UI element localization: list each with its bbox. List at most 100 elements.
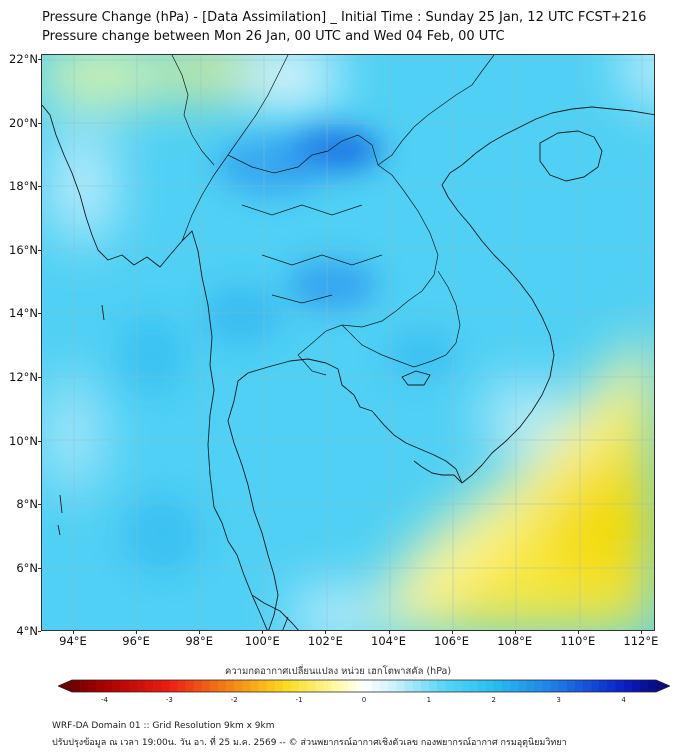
colorbar-segment <box>477 680 486 692</box>
borders <box>171 55 495 376</box>
colorbar-segment <box>96 680 105 692</box>
colorbar-segment <box>161 680 170 692</box>
graticule <box>42 55 654 630</box>
negative-change-regions <box>42 55 654 630</box>
lon-tick <box>199 631 201 634</box>
colorbar-segment <box>242 680 251 692</box>
colorbar-segment <box>396 680 405 692</box>
colorbar-segment <box>364 680 373 692</box>
colorbar-segment <box>128 680 138 692</box>
lat-label: 22°N <box>9 52 38 66</box>
colorbar-segment <box>88 680 97 692</box>
colorbar-segment <box>437 680 446 692</box>
colorbar-segment <box>388 680 397 692</box>
lon-label: 94°E <box>59 634 87 648</box>
colorbar-segment <box>112 680 121 692</box>
lat-tick <box>38 122 41 124</box>
positive-change-cores <box>117 128 457 575</box>
lat-tick <box>38 377 41 378</box>
colorbar-segment <box>331 680 340 692</box>
lat-tick <box>38 313 41 315</box>
footer-model-info: WRF-DA Domain 01 :: Grid Resolution 9km … <box>52 721 275 731</box>
lat-label: 20°N <box>9 115 38 130</box>
colorbar-segment <box>461 680 470 692</box>
lon-label: 104°E <box>371 634 406 648</box>
colorbar-segment <box>404 680 413 692</box>
colorbar-segment <box>453 680 462 692</box>
colorbar-segment <box>307 680 316 692</box>
lat-label: 14°N <box>9 306 38 321</box>
colorbar-segment <box>169 680 178 692</box>
colorbar-segment <box>412 680 422 692</box>
colorbar-segment <box>136 680 146 692</box>
colorbar-segment <box>104 680 113 692</box>
map-title: Pressure Change (hPa) - [Data Assimilati… <box>42 10 647 25</box>
lat-tick <box>38 59 41 60</box>
colorbar-segment <box>599 680 608 692</box>
colorbar-segment <box>250 680 259 692</box>
colorbar-title: ความกดอากาศเปลี่ยนแปลง หน่วย เฮกโตพาสคัล… <box>224 666 452 677</box>
colorbar-segment <box>339 680 349 692</box>
colorbar-segment <box>120 680 130 692</box>
colorbar-segment <box>420 680 430 692</box>
colorbar-segment <box>185 680 194 692</box>
colorbar-segment <box>607 680 616 692</box>
colorbar-segment <box>201 680 211 692</box>
footer-update-info: ปรับปรุงข้อมูล ณ เวลา 19:00น. วัน อา. ที… <box>52 738 567 748</box>
colorbar-segment <box>485 680 495 692</box>
colorbar-tick-label: 2 <box>491 696 496 704</box>
colorbar-segment <box>583 680 592 692</box>
lat-tick <box>38 567 41 569</box>
colorbar-segment <box>542 680 551 692</box>
colorbar-segment <box>177 680 186 692</box>
lon-label: 110°E <box>560 634 596 648</box>
colorbar-segment <box>526 680 535 692</box>
map-subtitle: Pressure change between Mon 26 Jan, 00 U… <box>42 29 505 44</box>
colorbar-segment <box>299 680 308 692</box>
lat-tick <box>38 440 41 442</box>
colorbar-segment <box>615 680 624 692</box>
lon-tick <box>73 631 74 634</box>
colorbar-max-extend <box>656 680 670 692</box>
lon-tick <box>388 631 390 634</box>
pressure-change-map <box>41 54 655 631</box>
colorbar-tick-label: 3 <box>556 696 561 704</box>
colorbar-segment <box>274 680 284 692</box>
colorbar-segment <box>347 680 357 692</box>
lat-tick <box>38 504 41 506</box>
colorbar-segment <box>428 680 438 692</box>
lat-label: 18°N <box>9 179 38 194</box>
lon-tick <box>262 631 264 634</box>
colorbar-segment <box>558 680 568 692</box>
colorbar-segment <box>193 680 203 692</box>
colorbar-segment <box>518 680 527 692</box>
lat-tick <box>38 631 41 633</box>
colorbar-segment <box>226 680 235 692</box>
lat-tick <box>38 249 41 251</box>
lat-label: 8°N <box>16 497 38 512</box>
lat-label: 6°N <box>16 560 38 575</box>
lon-tick <box>577 631 579 634</box>
colorbar-segment <box>566 680 576 692</box>
lon-label: 100°E <box>244 634 280 648</box>
colorbar-tick-label: -3 <box>165 696 173 704</box>
colorbar-segment <box>315 680 324 692</box>
colorbar-segment <box>323 680 332 692</box>
colorbar-tick-label: 0 <box>361 696 367 704</box>
colorbar-segment <box>469 680 478 692</box>
lat-tick <box>38 186 41 188</box>
colorbar-segment <box>258 680 267 692</box>
colorbar-tick-label: -2 <box>230 696 238 704</box>
colorbar-segment <box>266 680 276 692</box>
colorbar-segment <box>550 680 559 692</box>
lon-label: 112°E <box>623 634 659 648</box>
colorbar-segment <box>493 680 503 692</box>
colorbar-segment <box>153 680 162 692</box>
lat-label: 4°N <box>16 624 38 639</box>
colorbar-segment <box>355 680 365 692</box>
lon-tick <box>451 631 453 634</box>
colorbar-segment <box>647 680 657 692</box>
lat-label: 16°N <box>9 242 38 257</box>
lon-tick <box>514 631 516 634</box>
colorbar-segment <box>534 680 543 692</box>
